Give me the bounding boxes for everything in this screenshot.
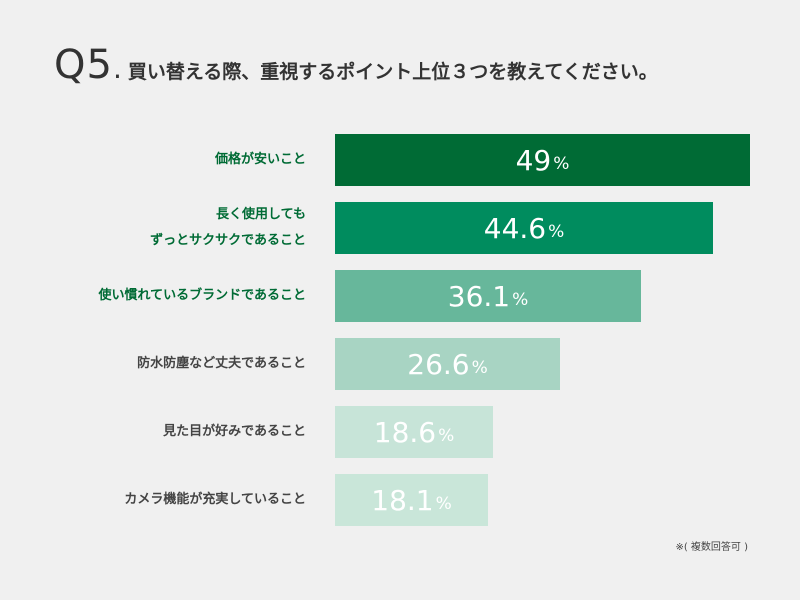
category-label: 見た目が好みであること — [163, 406, 306, 458]
category-label-line: 長く使用しても — [216, 207, 306, 222]
bar-value-label: 18.1 — [371, 483, 434, 517]
question-text: 買い替える際、重視するポイント上位３つを教えてください。 — [127, 61, 658, 83]
multiple-answer-note: ※( 複数回答可 ) — [675, 542, 748, 553]
category-label-line: 防水防塵など丈夫であること — [137, 356, 306, 371]
bar-value-label: 18.6 — [373, 415, 437, 449]
percent-unit: % — [548, 222, 565, 242]
category-label: 価格が安いこと — [215, 134, 306, 186]
category-label-line: ずっとサクサクであること — [150, 233, 306, 248]
bar-value-label: 26.6 — [407, 347, 470, 381]
category-label: 長く使用してもずっとサクサクであること — [150, 202, 306, 254]
bar: 36.1% — [335, 270, 641, 322]
category-label-line: 価格が安いこと — [214, 152, 306, 167]
percent-unit: % — [553, 154, 570, 174]
category-label-line: カメラ機能が充実していること — [124, 492, 306, 507]
category-label-line: 使い慣れているブランドであること — [98, 288, 306, 303]
question-number: Q5 — [54, 42, 113, 88]
chart-header: Q5 . 買い替える際、重視するポイント上位３つを教えてください。 — [54, 42, 658, 88]
percent-unit: % — [435, 494, 452, 514]
bar-value-label: 36.1 — [447, 279, 511, 313]
category-label: カメラ機能が充実していること — [124, 474, 306, 526]
category-label: 使い慣れているブランドであること — [99, 270, 306, 322]
bar: 44.6% — [335, 202, 713, 254]
percent-unit: % — [512, 290, 529, 310]
percent-unit: % — [438, 426, 455, 446]
bar-value-label: 44.6 — [483, 211, 547, 245]
category-label: 防水防塵など丈夫であること — [137, 338, 306, 390]
bar: 18.6% — [335, 406, 493, 458]
bar: 18.1% — [335, 474, 488, 526]
category-label-line: 見た目が好みであること — [163, 424, 306, 439]
bar-value-label: 49 — [515, 143, 552, 177]
percent-unit: % — [471, 358, 488, 378]
question-dot: . — [112, 52, 122, 85]
bar: 26.6% — [335, 338, 560, 390]
bar: 49% — [335, 134, 750, 186]
